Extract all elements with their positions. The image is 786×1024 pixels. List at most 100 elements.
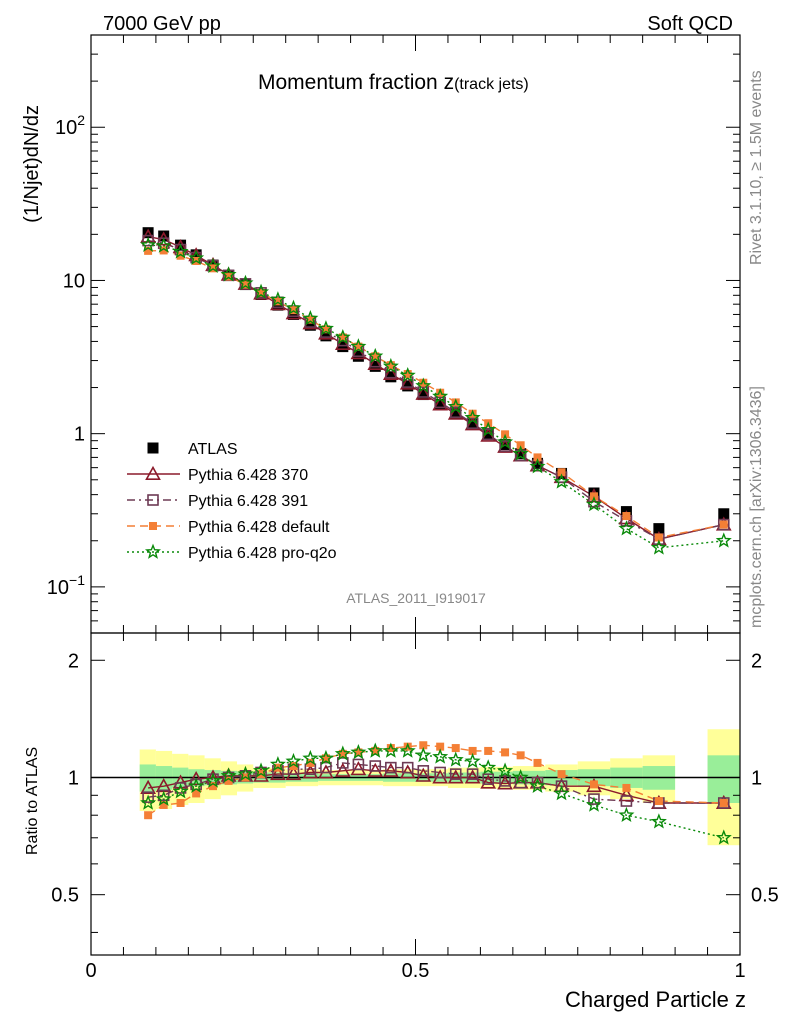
data-point (371, 352, 380, 361)
ratio-panel: 0 0.5 1 0.5 0.5 1 1 2 2 (51, 632, 779, 982)
data-point (241, 280, 250, 289)
legend-label: ATLAS (188, 441, 238, 458)
data-point (142, 227, 154, 239)
data-point (432, 748, 449, 764)
data-point (145, 465, 161, 481)
data-point (432, 396, 449, 411)
data-point (144, 543, 162, 559)
data-point (515, 448, 527, 460)
data-point (188, 771, 204, 786)
data-point (174, 782, 187, 794)
data-point (257, 288, 266, 297)
data-point (350, 345, 367, 360)
data-point (719, 520, 728, 529)
ratio-y-tick-label-right: 0.5 (751, 885, 779, 907)
data-point (436, 742, 445, 751)
data-point (499, 775, 511, 787)
data-point (237, 274, 254, 290)
data-point (451, 398, 460, 407)
data-point (176, 798, 185, 807)
data-point (434, 396, 446, 409)
legend-label: Pythia 6.428 default (188, 519, 330, 536)
data-point (434, 399, 446, 411)
data-point (719, 798, 728, 807)
data-point (401, 761, 414, 774)
main-y-axis-label: (1/Njet)dN/dz (21, 105, 43, 223)
x-tick-label: 0 (85, 960, 96, 982)
data-point (403, 742, 412, 751)
data-point (317, 320, 334, 336)
data-point (239, 278, 252, 290)
data-point (533, 453, 542, 462)
data-point (557, 468, 566, 477)
data-point (237, 765, 254, 781)
ratio-y-axis-label: Ratio to ATLAS (24, 747, 41, 855)
data-point (338, 749, 347, 758)
ratio-y-tick-label-right: 1 (751, 767, 762, 789)
data-point (142, 791, 154, 803)
data-point (403, 370, 412, 379)
data-point (306, 758, 315, 767)
x-axis-label: Charged Particle z (565, 987, 746, 1012)
data-point (321, 325, 330, 334)
data-point (450, 408, 462, 420)
data-point (369, 760, 382, 772)
data-point (415, 377, 432, 393)
data-point (480, 759, 497, 775)
data-point (585, 496, 602, 512)
data-point (270, 765, 286, 781)
data-point (399, 742, 416, 758)
data-point (464, 769, 481, 784)
legend-label: Pythia 6.428 370 (188, 467, 308, 484)
data-point (382, 357, 399, 374)
main-panel: 102 10 1 10−1 (47, 34, 741, 634)
data-point (468, 746, 477, 755)
data-point (447, 398, 464, 414)
data-point (289, 762, 298, 771)
data-point (715, 532, 732, 548)
data-point (466, 417, 479, 430)
header-left-label: 7000 GeV pp (103, 13, 221, 35)
data-point (334, 762, 351, 777)
y-tick-label: 10−1 (47, 572, 85, 599)
data-point (532, 457, 544, 469)
data-point (447, 405, 464, 420)
data-point (514, 776, 527, 789)
data-point (382, 365, 399, 381)
data-point (140, 779, 156, 794)
data-point (255, 287, 267, 299)
data-point (466, 768, 479, 780)
data-point (512, 769, 529, 785)
data-point (553, 784, 570, 801)
data-point (320, 761, 332, 774)
data-point (529, 777, 546, 793)
data-point (334, 328, 351, 345)
data-point (220, 266, 237, 282)
data-point (468, 409, 477, 418)
data-point (717, 797, 730, 809)
data-point (337, 757, 349, 769)
data-point (188, 249, 205, 265)
data-point (269, 756, 286, 772)
data-point (501, 748, 510, 757)
data-point (618, 787, 635, 802)
analysis-id-label: ATLAS_2011_I919017 (346, 590, 486, 606)
data-point (415, 746, 432, 763)
x-tick-label: 1 (734, 960, 745, 982)
data-point (350, 761, 367, 776)
data-point (449, 768, 462, 780)
data-point (650, 539, 667, 555)
data-point (147, 494, 159, 506)
data-point (482, 773, 494, 785)
data-point (144, 246, 153, 255)
data-point (417, 389, 429, 401)
y-tick-label: 10 (63, 270, 85, 292)
data-point (302, 764, 319, 779)
series-line (148, 244, 724, 549)
data-point (451, 744, 460, 753)
data-point (334, 335, 351, 350)
data-point (204, 257, 222, 273)
data-point (654, 533, 663, 542)
data-point (188, 777, 205, 793)
data-point (204, 772, 222, 788)
